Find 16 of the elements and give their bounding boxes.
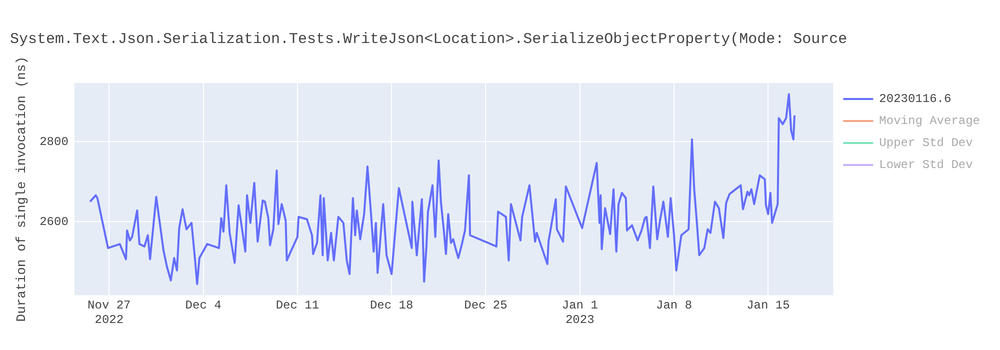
y-axis-title: Duration of single invocation (ns) [14,56,30,322]
x-tick-label: Jan 8 [656,298,692,313]
chart-title: System.Text.Json.Serialization.Tests.WriteJson<Location>.SerializeObjectProperty(Mode: Source [10,30,848,48]
x-tick-label: Jan 15 [746,298,790,313]
x-tick-label: Dec 4 [185,298,222,313]
legend-label: 20230116.6 [879,92,952,106]
legend-label: Moving Average [879,114,980,128]
x-tick-label: Dec 25 [464,298,508,313]
x-tick-label: Dec 18 [370,298,414,313]
y-tick-label: 2800 [40,134,68,149]
legend-label: Lower Std Dev [879,158,973,172]
x-tick-label: Jan 1 2023 [562,298,598,327]
legend-label: Upper Std Dev [879,136,973,150]
y-tick-label: 2600 [40,214,68,229]
x-tick-label: Dec 11 [276,298,320,313]
x-tick-label: Nov 27 2022 [88,298,131,327]
